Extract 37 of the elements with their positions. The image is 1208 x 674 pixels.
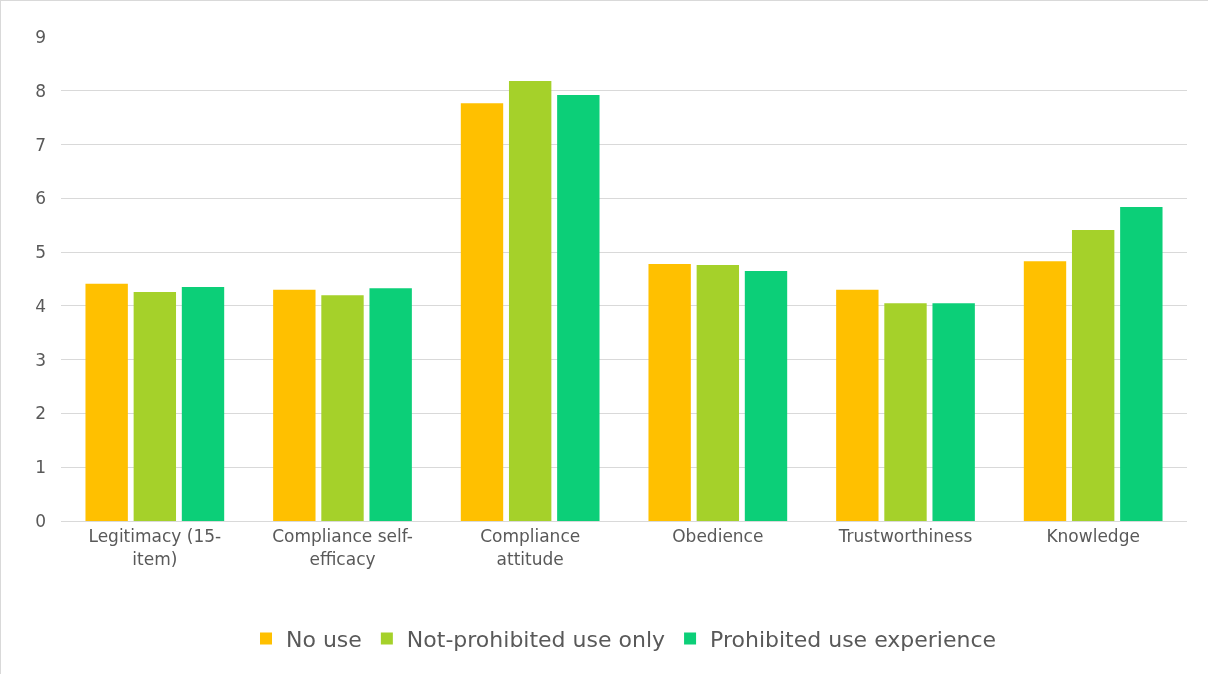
bar xyxy=(133,291,177,521)
y-tick-label: 5 xyxy=(35,242,46,263)
legend-label: Prohibited use experience xyxy=(710,627,997,653)
legend-label: No use xyxy=(286,627,362,653)
x-tick-label: Knowledge xyxy=(1046,526,1140,547)
bar xyxy=(557,95,600,521)
legend-label: Not-prohibited use only xyxy=(406,627,666,653)
bar xyxy=(273,289,316,521)
bar xyxy=(1120,206,1163,521)
bar xyxy=(181,287,225,521)
bar xyxy=(932,303,975,521)
bar xyxy=(744,270,788,521)
bar xyxy=(696,265,740,521)
y-tick-label: 0 xyxy=(35,510,46,531)
y-tick-label: 8 xyxy=(35,80,46,101)
y-tick-label: 1 xyxy=(35,457,46,478)
y-tick-label: 7 xyxy=(35,134,46,155)
bar xyxy=(884,303,927,521)
y-tick-label: 4 xyxy=(35,295,46,316)
bar xyxy=(508,81,552,521)
x-tick-label: Compliance attitude xyxy=(480,526,581,569)
x-tick-label: Compliance self-efficacy xyxy=(272,526,413,569)
x-tick-label: Trustworthiness xyxy=(837,526,973,547)
y-tick-label: 3 xyxy=(35,349,46,370)
bar xyxy=(321,295,364,521)
bar xyxy=(1023,261,1067,521)
x-tick-label: Obedience xyxy=(672,526,764,547)
y-tick-label: 2 xyxy=(35,403,46,424)
y-tick-label: 9 xyxy=(35,26,46,47)
bar xyxy=(1071,230,1115,521)
bar xyxy=(648,263,691,521)
bar xyxy=(85,283,128,521)
y-tick-label: 6 xyxy=(35,188,46,209)
bar xyxy=(836,289,879,521)
bar xyxy=(369,288,412,521)
x-tick-label: Legitimacy (15-item) xyxy=(88,526,222,569)
bar xyxy=(460,103,504,521)
